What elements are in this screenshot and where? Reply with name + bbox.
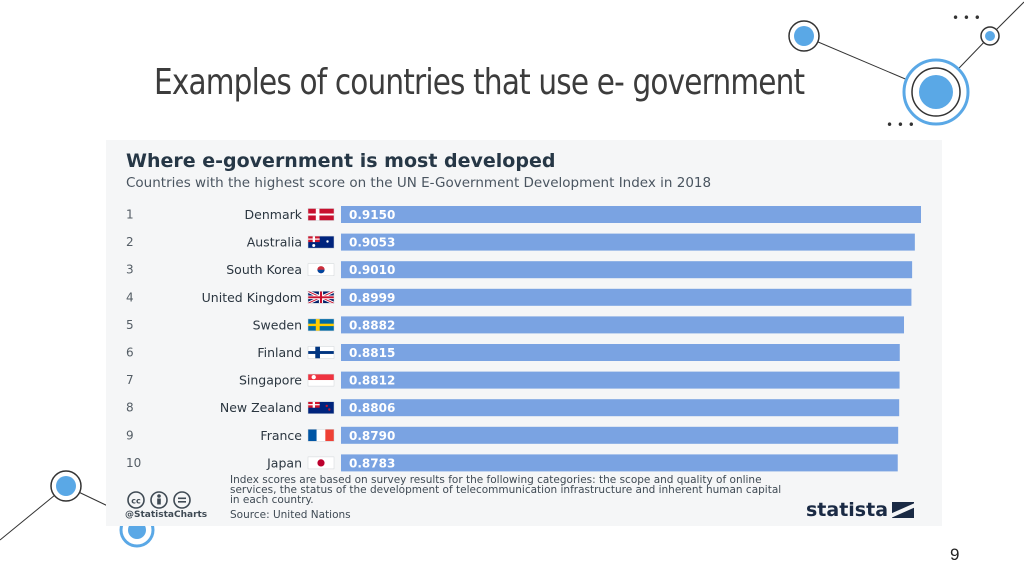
rank-label: 1	[126, 208, 134, 222]
data-label: 0.8882	[349, 318, 395, 332]
france-flag-icon	[307, 429, 335, 442]
sweden-flag-icon	[307, 318, 335, 332]
bar	[341, 206, 921, 223]
data-label: 0.9010	[349, 263, 395, 277]
bar	[341, 454, 898, 472]
rank-label: 5	[126, 318, 134, 332]
south-korea-flag-icon	[307, 263, 335, 276]
data-label: 0.8815	[349, 346, 395, 360]
chart-subtitle: Countries with the highest score on the …	[126, 175, 712, 191]
japan-flag-icon	[307, 456, 335, 470]
united-kingdom-flag-icon	[307, 289, 335, 305]
category-label: New Zealand	[220, 400, 302, 415]
category-label: United Kingdom	[202, 290, 302, 305]
rank-label: 3	[126, 263, 134, 277]
chart-source: Source: United Nations	[230, 509, 351, 521]
data-label: 0.9053	[349, 236, 395, 250]
australia-flag-icon	[307, 235, 335, 249]
svg-text:cc: cc	[131, 497, 141, 506]
bar-chart: 1 Denmark 0.9150 2 Australia 0.9053 3 South Kor…	[126, 206, 921, 472]
statista-logo: statista	[806, 499, 915, 521]
bar	[341, 399, 900, 417]
bar	[341, 233, 915, 251]
bar	[341, 288, 912, 306]
chart-note: Index scores are based on survey results…	[230, 474, 782, 506]
creative-commons-icons: cc	[127, 491, 191, 509]
chart-title: Where e-government is most developed	[126, 150, 556, 172]
data-label: 0.8806	[349, 401, 395, 415]
chart-card: Where e-government is most developed Cou…	[106, 140, 942, 526]
rank-label: 7	[126, 373, 134, 387]
finland-flag-icon	[307, 346, 335, 359]
category-label: Sweden	[253, 317, 302, 332]
statista-mark-icon	[892, 502, 915, 518]
category-label: France	[260, 428, 302, 443]
rank-label: 4	[126, 290, 134, 304]
cc-icon	[127, 491, 145, 509]
attribution-icon	[150, 491, 168, 509]
data-label: 0.8783	[349, 456, 395, 470]
rank-label: 10	[126, 456, 141, 470]
data-label: 0.9150	[349, 208, 395, 222]
singapore-flag-icon	[307, 373, 335, 387]
no-derivatives-icon	[173, 491, 191, 509]
bar	[341, 316, 905, 334]
bar	[341, 426, 899, 444]
slide-title: Examples of countries that use e- govern…	[154, 62, 805, 103]
denmark-flag-icon	[307, 208, 335, 221]
data-label: 0.8790	[349, 429, 395, 443]
category-label: Finland	[257, 345, 302, 360]
category-label: Singapore	[239, 373, 302, 388]
category-label: Australia	[247, 235, 302, 250]
svg-text:• • •: • • •	[886, 118, 915, 132]
svg-text:• • •: • • •	[952, 11, 981, 25]
category-label: Denmark	[245, 207, 303, 222]
data-label: 0.8999	[349, 291, 395, 305]
category-label: South Korea	[226, 262, 302, 277]
bar	[341, 261, 913, 279]
new-zealand-flag-icon	[307, 401, 335, 414]
category-label: Japan	[266, 455, 302, 470]
page-number: 9	[950, 545, 960, 564]
statista-wordmark: statista	[806, 499, 889, 521]
bar	[341, 344, 900, 361]
data-label: 0.8812	[349, 374, 395, 388]
rank-label: 8	[126, 401, 134, 415]
rank-label: 6	[126, 346, 134, 360]
rank-label: 2	[126, 235, 134, 249]
bar	[341, 371, 900, 389]
statista-handle: @StatistaCharts	[125, 510, 208, 520]
rank-label: 9	[126, 428, 134, 442]
